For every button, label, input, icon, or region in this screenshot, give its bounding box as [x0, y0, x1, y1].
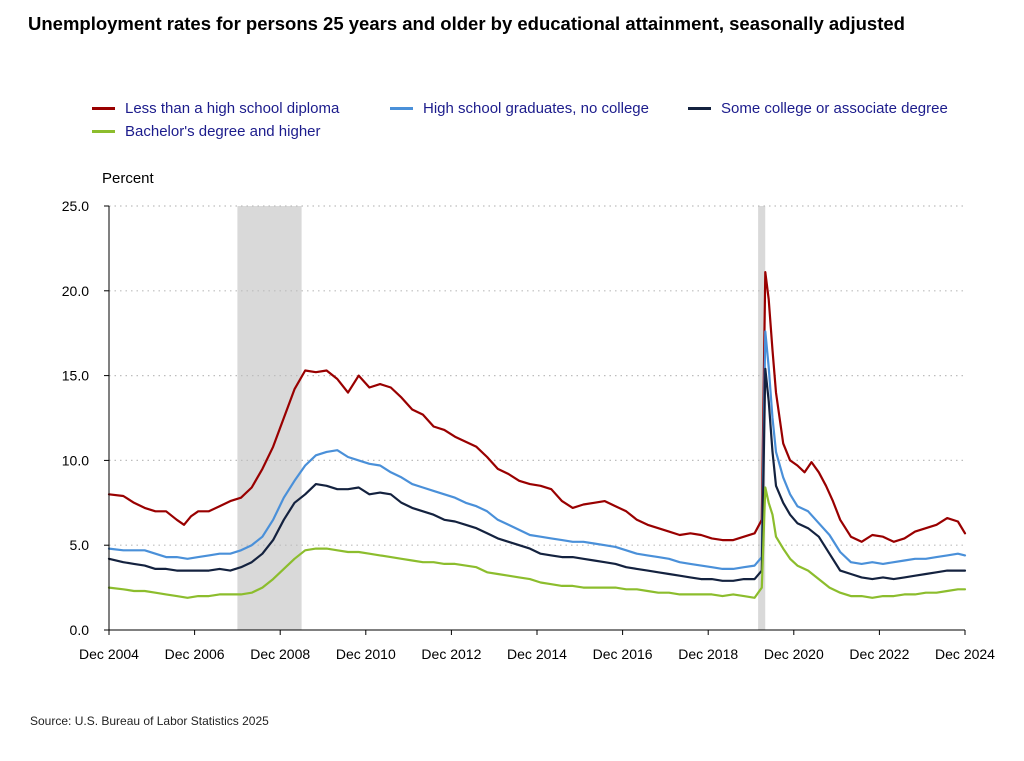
legend-item-some-college: Some college or associate degree	[688, 100, 948, 117]
recession-bands	[237, 206, 766, 630]
y-tick-label-4: 20.0	[62, 283, 89, 299]
legend-swatch-hs-grad	[390, 107, 413, 110]
x-tick-label-7: Dec 2018	[678, 646, 738, 662]
legend-swatch-bachelors	[92, 130, 115, 133]
axes: 0.0 5.0 10.0 15.0 20.0 25.0 Dec 2004 Dec 2006 De…	[62, 198, 995, 662]
x-tick-label-0: Dec 2004	[79, 646, 139, 662]
chart-title: Unemployment rates for persons 25 years …	[28, 13, 905, 34]
chart-svg: 0.0 5.0 10.0 15.0 20.0 25.0 Dec 2004 Dec 2006 De…	[62, 170, 995, 662]
x-tick-label-5: Dec 2014	[507, 646, 567, 662]
x-tick-label-1: Dec 2006	[165, 646, 225, 662]
y-tick-label-5: 25.0	[62, 198, 89, 214]
y-axis-label: Percent	[102, 170, 155, 187]
legend-label-less-than-hs: Less than a high school diploma	[125, 100, 340, 117]
series-line-1	[107, 330, 967, 570]
x-tick-label-8: Dec 2020	[764, 646, 824, 662]
recession-band-1	[758, 206, 766, 630]
legend-swatch-some-college	[688, 107, 711, 110]
y-tick-label-0: 0.0	[70, 622, 90, 638]
source-note: Source: U.S. Bureau of Labor Statistics …	[30, 714, 269, 728]
series-line-0	[107, 271, 967, 543]
x-tick-label-3: Dec 2010	[336, 646, 396, 662]
legend-item-hs-grad: High school graduates, no college	[390, 100, 649, 117]
recession-band-0	[237, 206, 302, 630]
legend-label-hs-grad: High school graduates, no college	[423, 100, 649, 117]
x-tick-label-2: Dec 2008	[250, 646, 310, 662]
x-tick-label-4: Dec 2012	[421, 646, 481, 662]
series-line-2	[107, 367, 967, 582]
x-tick-label-10: Dec 2024	[935, 646, 995, 662]
y-tick-label-3: 15.0	[62, 368, 89, 384]
y-tick-label-2: 10.0	[62, 452, 89, 468]
y-tick-label-1: 5.0	[70, 537, 90, 553]
chart-legend: Less than a high school diploma High sch…	[92, 100, 992, 146]
legend-label-some-college: Some college or associate degree	[721, 100, 948, 117]
legend-label-bachelors: Bachelor's degree and higher	[125, 123, 321, 140]
legend-swatch-less-than-hs	[92, 107, 115, 110]
x-tick-label-9: Dec 2022	[849, 646, 909, 662]
series-line-3	[107, 486, 967, 599]
legend-item-bachelors: Bachelor's degree and higher	[92, 123, 321, 140]
legend-item-less-than-hs: Less than a high school diploma	[92, 100, 339, 117]
x-tick-label-6: Dec 2016	[593, 646, 653, 662]
series-lines	[107, 271, 967, 599]
